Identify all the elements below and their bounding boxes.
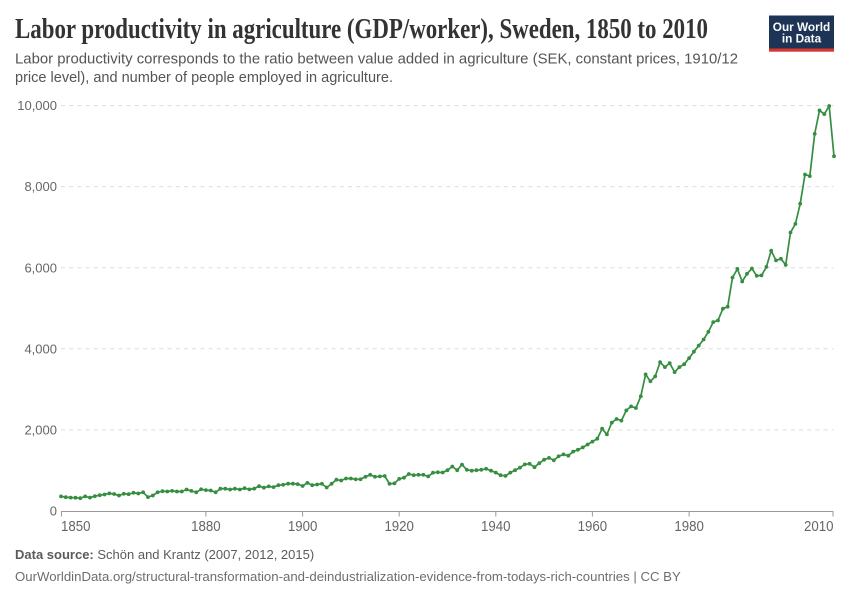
svg-text:4,000: 4,000 xyxy=(24,341,57,356)
svg-text:1940: 1940 xyxy=(481,519,511,535)
svg-text:1880: 1880 xyxy=(191,519,221,535)
svg-text:Data source: Schön and Krantz: Data source: Schön and Krantz (2007, 201… xyxy=(15,547,314,562)
svg-text:1850: 1850 xyxy=(61,519,91,535)
svg-text:Labor productivity in agricult: Labor productivity in agriculture (GDP/w… xyxy=(15,12,708,45)
svg-text:price level), and number of pe: price level), and number of people emplo… xyxy=(15,70,393,86)
svg-text:0: 0 xyxy=(50,504,57,519)
svg-text:in Data: in Data xyxy=(782,32,822,46)
svg-text:1900: 1900 xyxy=(288,519,318,535)
svg-text:2,000: 2,000 xyxy=(24,423,57,438)
svg-text:Labor productivity corresponds: Labor productivity corresponds to the ra… xyxy=(15,52,738,68)
svg-text:1920: 1920 xyxy=(384,519,414,535)
svg-text:6,000: 6,000 xyxy=(24,260,57,275)
svg-text:1980: 1980 xyxy=(674,519,704,535)
svg-text:10,000: 10,000 xyxy=(17,98,57,113)
svg-text:2010: 2010 xyxy=(804,519,834,535)
svg-text:8,000: 8,000 xyxy=(24,179,57,194)
svg-text:1960: 1960 xyxy=(578,519,608,535)
svg-text:Our World: Our World xyxy=(773,20,830,34)
svg-text:OurWorldinData.org/structural-: OurWorldinData.org/structural-transforma… xyxy=(15,569,681,584)
